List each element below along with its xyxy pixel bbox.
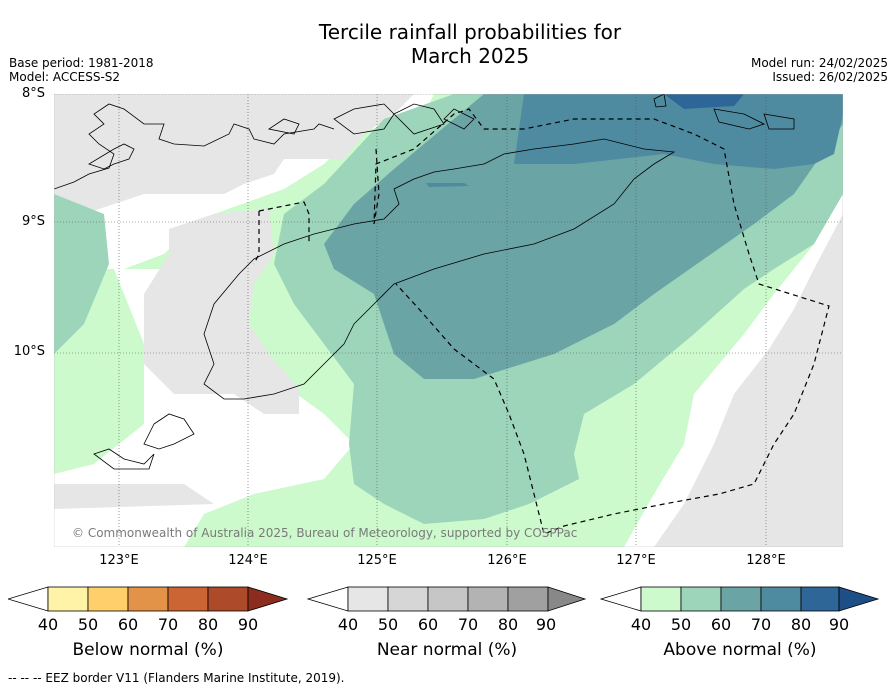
- cb-below-tick-60: 60: [117, 615, 139, 634]
- colorbar-near-normal-50-60: [387, 586, 429, 612]
- cb-near-tick-70: 70: [457, 615, 479, 634]
- colorbar-above-normal-90-plus: [838, 586, 880, 612]
- cb-near-tick-50: 50: [377, 615, 399, 634]
- cb-near-tick-60: 60: [417, 615, 439, 634]
- cb-above-tick-40: 40: [630, 615, 652, 634]
- cb-near-tick-90: 90: [535, 615, 557, 634]
- colorbar-above-normal-70-80: [760, 586, 802, 612]
- colorbar-below-normal-70-80: [167, 586, 209, 612]
- cb-above-tick-70: 70: [750, 615, 772, 634]
- cb-below-tick-90: 90: [237, 615, 259, 634]
- probability-map: [54, 94, 843, 547]
- colorbar-below-normal-80-90: [207, 586, 249, 612]
- colorbar-below-normal-90-plus: [247, 586, 289, 612]
- meta-left: Base period: 1981-2018 Model: ACCESS-S2: [9, 56, 154, 84]
- near-normal-region-east: [654, 214, 843, 547]
- copyright-notice: © Commonwealth of Australia 2025, Bureau…: [72, 526, 578, 540]
- above-normal-50-region-west: [54, 194, 109, 354]
- cb-below-tick-50: 50: [77, 615, 99, 634]
- colorbar-below-normal: [8, 586, 289, 612]
- colorbar-above-normal-40-50: [640, 586, 682, 612]
- cb-above-tick-80: 80: [790, 615, 812, 634]
- meta-right: Model run: 24/02/2025 Issued: 26/02/2025: [751, 56, 888, 84]
- lon-label-128e: 128°E: [746, 553, 786, 568]
- colorbar-near-normal-70-80: [467, 586, 509, 612]
- colorbar-above-normal-60-70: [720, 586, 762, 612]
- lon-label-127e: 127°E: [616, 553, 656, 568]
- model-name: Model: ACCESS-S2: [9, 70, 121, 84]
- colorbar-near-normal-80-90: [507, 586, 549, 612]
- lon-label-125e: 125°E: [357, 553, 397, 568]
- above-normal-80-region: [664, 94, 744, 109]
- cb-below-tick-70: 70: [157, 615, 179, 634]
- map-title: Tercile rainfall probabilities for March…: [0, 20, 896, 68]
- lon-label-123e: 123°E: [99, 553, 139, 568]
- colorbar-near-normal-label: Near normal (%): [376, 640, 518, 660]
- title-line-2: March 2025: [410, 44, 530, 68]
- colorbars: [8, 586, 880, 612]
- lat-label-10s: 10°S: [13, 344, 45, 359]
- near-normal-region-northwest: [54, 94, 114, 134]
- model-run: Model run: 24/02/2025: [750, 56, 888, 70]
- colorbar-above-normal-80-90: [800, 586, 840, 612]
- colorbar-near-normal: [306, 586, 587, 612]
- cb-near-tick-40: 40: [337, 615, 359, 634]
- near-normal-region-south: [54, 484, 214, 509]
- cb-below-tick-40: 40: [37, 615, 59, 634]
- eez-footnote: -- -- -- EEZ border V11 (Flanders Marine…: [8, 671, 345, 685]
- colorbar-below-normal-40-50: [47, 586, 89, 612]
- base-period: Base period: 1981-2018: [9, 56, 154, 70]
- cb-above-tick-60: 60: [710, 615, 732, 634]
- above-normal-70-patch: [426, 183, 469, 187]
- near-normal-region-north: [54, 94, 414, 224]
- colorbar-near-normal-40-50: [347, 586, 389, 612]
- colorbar-above-normal-label: Above normal (%): [663, 640, 817, 660]
- colorbar-near-normal-90-plus: [547, 586, 587, 612]
- cb-below-tick-80: 80: [197, 615, 219, 634]
- above-normal-70-region: [514, 94, 843, 169]
- lon-label-124e: 124°E: [228, 553, 268, 568]
- cb-above-tick-50: 50: [670, 615, 692, 634]
- colorbar-below-normal-60-70: [127, 586, 169, 612]
- coastlines: [54, 94, 795, 470]
- colorbar-above-normal-50-60: [680, 586, 722, 612]
- cb-above-tick-90: 90: [828, 615, 850, 634]
- above-normal-60-region: [324, 94, 843, 379]
- lat-label-8s: 8°S: [21, 86, 45, 101]
- colorbar-above-normal: [599, 586, 880, 612]
- colorbar-below-normal-50-60: [87, 586, 129, 612]
- colorbar-near-normal-60-70: [427, 586, 469, 612]
- lon-label-126e: 126°E: [487, 553, 527, 568]
- lat-label-9s: 9°S: [21, 214, 45, 229]
- title-line-1: Tercile rainfall probabilities for: [318, 20, 622, 44]
- eez-border: [253, 108, 830, 535]
- issued-date: Issued: 26/02/2025: [772, 70, 888, 84]
- near-normal-region-timor: [144, 209, 299, 414]
- cb-near-tick-80: 80: [497, 615, 519, 634]
- colorbar-below-normal-label: Below normal (%): [72, 640, 224, 660]
